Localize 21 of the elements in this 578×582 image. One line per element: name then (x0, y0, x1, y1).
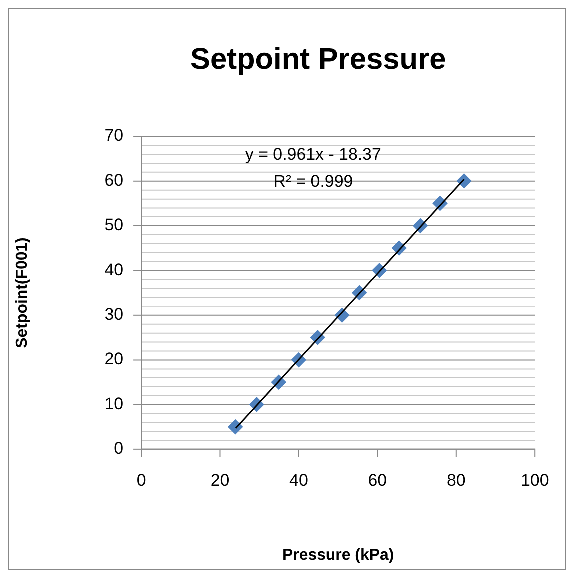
x-tick-label: 40 (290, 471, 308, 490)
x-tick-label: 80 (446, 471, 466, 490)
y-tick-label: 20 (104, 350, 124, 369)
x-axis-title: Pressure (kPa) (282, 546, 394, 564)
x-tick-label: 100 (520, 471, 550, 490)
y-tick-label: 10 (104, 394, 124, 414)
annotation: R² = 0.999 (274, 172, 354, 192)
chart-title: Setpoint Pressure (190, 43, 446, 76)
point (456, 174, 472, 189)
point (228, 420, 244, 435)
x-tick-label: 0 (136, 471, 146, 490)
annotation: y = 0.961x - 18.37 (245, 145, 382, 164)
y-tick-label: 60 (104, 170, 124, 190)
y-axis-title: Setpoint(F001) (14, 238, 31, 348)
y-tick-label: 50 (104, 216, 124, 235)
y-tick-label: 0 (114, 439, 124, 458)
y-tick-label: 30 (104, 305, 124, 324)
y-tick-label: 40 (104, 260, 124, 280)
y-tick-label: 70 (104, 126, 124, 146)
x-tick-label: 60 (368, 471, 388, 490)
x-tick-label: 20 (210, 471, 230, 490)
